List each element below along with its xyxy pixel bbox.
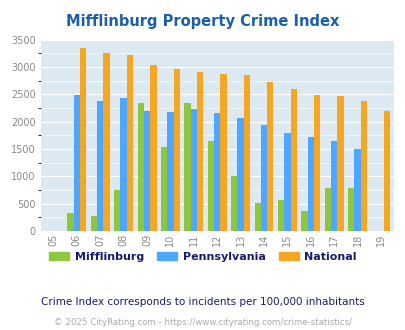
Bar	[150, 65, 156, 231]
Bar	[213, 113, 220, 231]
Bar	[91, 216, 97, 231]
Bar	[330, 141, 337, 231]
Bar	[337, 96, 343, 231]
Bar	[160, 147, 167, 231]
Bar	[67, 213, 74, 231]
Bar	[137, 103, 143, 231]
Bar	[190, 109, 196, 231]
Bar	[237, 117, 243, 231]
Bar	[284, 133, 290, 231]
Bar	[120, 98, 126, 231]
Bar	[196, 72, 203, 231]
Bar	[313, 95, 320, 231]
Bar	[307, 137, 313, 231]
Bar	[266, 82, 273, 231]
Legend: Mifflinburg, Pennsylvania, National: Mifflinburg, Pennsylvania, National	[45, 248, 360, 267]
Bar	[347, 188, 354, 231]
Bar	[114, 190, 120, 231]
Bar	[207, 141, 213, 231]
Bar	[290, 89, 296, 231]
Text: Mifflinburg Property Crime Index: Mifflinburg Property Crime Index	[66, 14, 339, 29]
Bar	[360, 101, 366, 231]
Bar	[80, 49, 86, 231]
Bar	[143, 111, 150, 231]
Bar	[97, 101, 103, 231]
Bar	[126, 55, 133, 231]
Bar	[230, 176, 237, 231]
Bar	[243, 75, 249, 231]
Bar	[173, 69, 179, 231]
Bar	[383, 111, 390, 231]
Bar	[103, 53, 109, 231]
Bar	[324, 188, 330, 231]
Text: © 2025 CityRating.com - https://www.cityrating.com/crime-statistics/: © 2025 CityRating.com - https://www.city…	[54, 318, 351, 327]
Bar	[220, 74, 226, 231]
Bar	[167, 112, 173, 231]
Bar	[354, 149, 360, 231]
Bar	[277, 200, 284, 231]
Text: Crime Index corresponds to incidents per 100,000 inhabitants: Crime Index corresponds to incidents per…	[41, 297, 364, 307]
Bar	[74, 95, 80, 231]
Bar	[301, 211, 307, 231]
Bar	[260, 125, 266, 231]
Bar	[184, 103, 190, 231]
Bar	[254, 203, 260, 231]
